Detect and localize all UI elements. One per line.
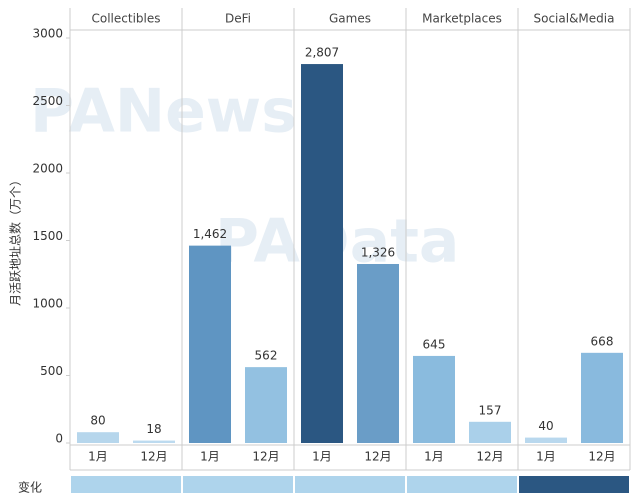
value-label: 1,462 — [193, 227, 227, 241]
row-label: 变化 — [18, 480, 42, 493]
value-label: 562 — [255, 349, 278, 363]
panel-header: Collectibles — [92, 12, 161, 26]
bar — [413, 355, 455, 443]
bar — [245, 367, 287, 443]
change-cell — [519, 476, 629, 493]
y-tick-label: 500 — [40, 364, 63, 378]
value-label: 668 — [591, 334, 614, 348]
bar — [581, 352, 623, 443]
x-tick-label: 1月 — [88, 450, 108, 464]
y-tick-label: 1000 — [32, 297, 63, 311]
bar — [133, 440, 175, 443]
value-label: 80 — [90, 414, 105, 428]
value-label: 18 — [146, 422, 161, 436]
change-cell — [407, 476, 517, 493]
x-tick-label: 1月 — [536, 450, 556, 464]
x-tick-label: 12月 — [140, 450, 167, 464]
x-tick-label: 12月 — [476, 450, 503, 464]
bar — [469, 421, 511, 443]
panel-header: Social&Media — [534, 12, 615, 26]
y-tick-label: 2000 — [32, 162, 63, 176]
panel-header: DeFi — [225, 12, 251, 26]
x-tick-label: 12月 — [364, 450, 391, 464]
panel-header: Games — [329, 12, 371, 26]
x-tick-label: 12月 — [252, 450, 279, 464]
y-axis-title: 月活跃地址总数（万个） — [8, 174, 23, 306]
panel-header: Marketplaces — [422, 12, 502, 26]
y-tick-label: 0 — [55, 432, 63, 446]
y-tick-label: 1500 — [32, 229, 63, 243]
x-tick-label: 1月 — [200, 450, 220, 464]
change-cell — [71, 476, 181, 493]
watermark: PANews — [30, 77, 297, 147]
value-label: 40 — [538, 419, 553, 433]
bar — [189, 245, 231, 443]
change-cell — [295, 476, 405, 493]
bar — [525, 437, 567, 443]
bar — [77, 432, 119, 443]
change-cell — [183, 476, 293, 493]
y-tick-label: 3000 — [32, 27, 63, 41]
value-label: 2,807 — [305, 46, 339, 60]
value-label: 1,326 — [361, 245, 395, 259]
bar — [357, 263, 399, 443]
bar — [301, 64, 343, 444]
x-tick-label: 1月 — [424, 450, 444, 464]
y-tick-label: 2500 — [32, 94, 63, 108]
x-tick-label: 12月 — [588, 450, 615, 464]
value-label: 645 — [423, 337, 446, 351]
value-label: 157 — [479, 403, 502, 417]
x-tick-label: 1月 — [312, 450, 332, 464]
